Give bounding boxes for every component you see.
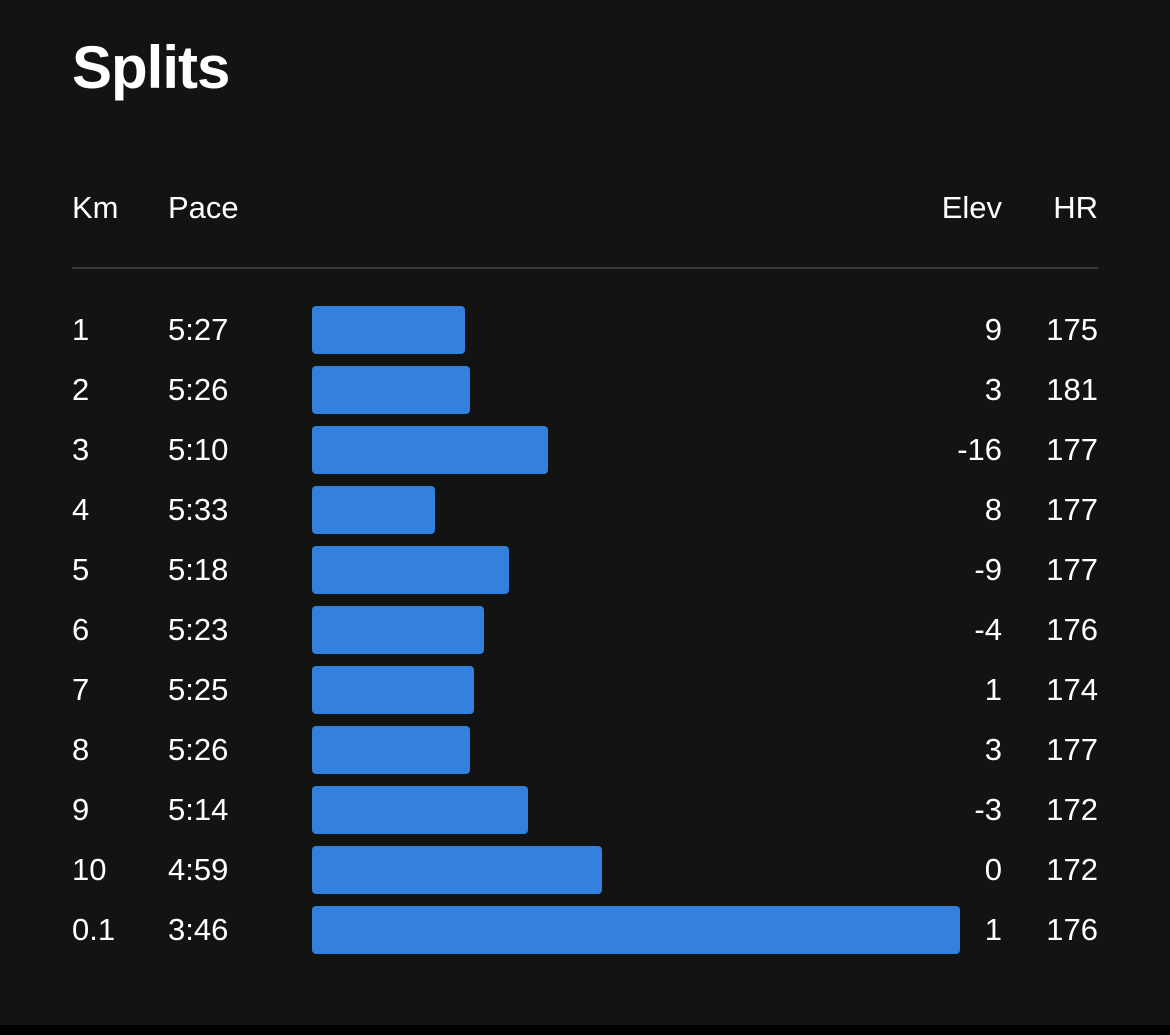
split-hr: 175: [1046, 312, 1098, 347]
pace-bar: [312, 666, 474, 714]
split-hr: 176: [1046, 912, 1098, 947]
split-row: 3 5:10 -16 177: [0, 420, 1170, 480]
split-elev: 3: [984, 732, 1002, 767]
split-pace: 5:18: [168, 552, 229, 587]
pace-bar: [312, 906, 960, 954]
split-km: 2: [72, 372, 90, 407]
header-hr: HR: [1053, 190, 1098, 225]
split-km: 5: [72, 552, 90, 587]
split-row: 4 5:33 8 177: [0, 480, 1170, 540]
split-pace: 5:25: [168, 672, 229, 707]
split-km: 8: [72, 732, 90, 767]
split-hr: 174: [1046, 672, 1098, 707]
split-row: 1 5:27 9 175: [0, 300, 1170, 360]
split-pace: 5:10: [168, 432, 229, 467]
pace-bar: [312, 306, 465, 354]
split-km: 1: [72, 312, 90, 347]
split-row: 0.1 3:46 1 176: [0, 900, 1170, 960]
split-row: 6 5:23 -4 176: [0, 600, 1170, 660]
split-hr: 176: [1046, 612, 1098, 647]
page-title: Splits: [72, 34, 230, 101]
pace-bar: [312, 546, 509, 594]
split-pace: 5:14: [168, 792, 229, 827]
split-elev: -4: [974, 612, 1002, 647]
split-km: 6: [72, 612, 90, 647]
split-elev: -3: [974, 792, 1002, 827]
split-hr: 181: [1046, 372, 1098, 407]
split-row: 9 5:14 -3 172: [0, 780, 1170, 840]
split-row: 8 5:26 3 177: [0, 720, 1170, 780]
split-pace: 5:27: [168, 312, 229, 347]
pace-bar: [312, 426, 548, 474]
split-row: 10 4:59 0 172: [0, 840, 1170, 900]
split-hr: 177: [1046, 552, 1098, 587]
split-row: 2 5:26 3 181: [0, 360, 1170, 420]
split-hr: 172: [1046, 852, 1098, 887]
pace-bar: [312, 726, 470, 774]
header-km: Km: [72, 190, 119, 225]
header-elev: Elev: [941, 190, 1002, 225]
split-km: 0.1: [72, 912, 116, 947]
split-hr: 177: [1046, 732, 1098, 767]
split-km: 3: [72, 432, 90, 467]
split-km: 7: [72, 672, 90, 707]
split-elev: 8: [984, 492, 1002, 527]
pace-bar: [312, 846, 602, 894]
split-km: 10: [72, 852, 107, 887]
header-pace: Pace: [168, 190, 239, 225]
split-pace: 3:46: [168, 912, 229, 947]
split-elev: 1: [984, 912, 1002, 947]
split-elev: 3: [984, 372, 1002, 407]
split-elev: -9: [974, 552, 1002, 587]
split-pace: 5:26: [168, 732, 229, 767]
split-elev: 0: [984, 852, 1002, 887]
split-pace: 5:23: [168, 612, 229, 647]
pace-bar: [312, 786, 528, 834]
split-row: 7 5:25 1 174: [0, 660, 1170, 720]
pace-bar: [312, 606, 484, 654]
pace-bar: [312, 486, 435, 534]
split-hr: 177: [1046, 432, 1098, 467]
pace-bar: [312, 366, 470, 414]
split-hr: 172: [1046, 792, 1098, 827]
split-elev: 1: [984, 672, 1002, 707]
split-km: 9: [72, 792, 90, 827]
split-pace: 5:26: [168, 372, 229, 407]
split-elev: -16: [957, 432, 1002, 467]
split-pace: 4:59: [168, 852, 229, 887]
split-pace: 5:33: [168, 492, 229, 527]
split-hr: 177: [1046, 492, 1098, 527]
split-elev: 9: [984, 312, 1002, 347]
split-km: 4: [72, 492, 90, 527]
header-divider: [72, 267, 1098, 269]
split-row: 5 5:18 -9 177: [0, 540, 1170, 600]
